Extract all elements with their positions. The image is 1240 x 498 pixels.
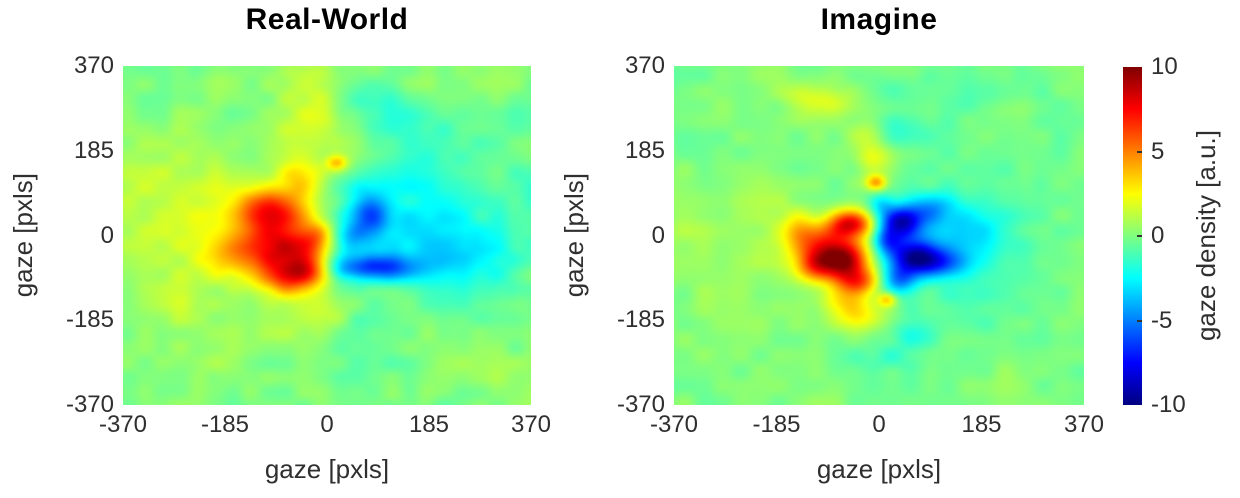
y-tick-label: -185 — [616, 306, 665, 334]
y-tick-label: 0 — [651, 221, 665, 249]
y-tick-label: 370 — [624, 52, 665, 79]
colorbar-tick-label: 10 — [1151, 53, 1178, 80]
y-tick-label: 185 — [73, 136, 114, 164]
colorbar-tick-mark — [1137, 235, 1142, 237]
x-tick-label: 370 — [1063, 411, 1105, 438]
colorbar-tick-mark — [1137, 150, 1142, 153]
y-tick-label: 370 — [73, 52, 114, 79]
colorbar-tick-mark — [1137, 319, 1142, 322]
y-tick-label: 185 — [624, 136, 665, 164]
heatmap-imagine — [674, 66, 1084, 405]
heatmap-real-world — [123, 66, 531, 405]
x-tick-label: -185 — [200, 411, 250, 438]
y-tick-label: 0 — [100, 221, 114, 249]
y-tick-label: -185 — [65, 306, 114, 334]
colorbar-tick-label: 5 — [1151, 137, 1165, 165]
y-tick-label: -370 — [616, 391, 665, 418]
x-tick-label: -370 — [649, 411, 699, 438]
plot-title-real-world: Real-World — [245, 3, 409, 36]
x-tick-label: -370 — [98, 411, 148, 438]
colorbar-tick-label: 0 — [1151, 222, 1165, 249]
x-axis-label-real-world: gaze [pxls] — [264, 454, 390, 484]
x-tick-label: 185 — [408, 411, 450, 438]
x-tick-label: -185 — [752, 411, 801, 438]
colorbar-tick-label: -5 — [1151, 306, 1173, 334]
x-tick-label: 185 — [961, 411, 1002, 438]
x-tick-label: 0 — [320, 411, 334, 438]
x-axis-label-imagine: gaze [pxls] — [816, 454, 942, 484]
x-tick-label: 0 — [872, 411, 886, 438]
plot-title-imagine: Imagine — [820, 3, 938, 36]
y-tick-label: -370 — [65, 391, 114, 418]
x-tick-label: 370 — [510, 411, 552, 438]
colorbar-tick-label: -10 — [1151, 391, 1186, 418]
